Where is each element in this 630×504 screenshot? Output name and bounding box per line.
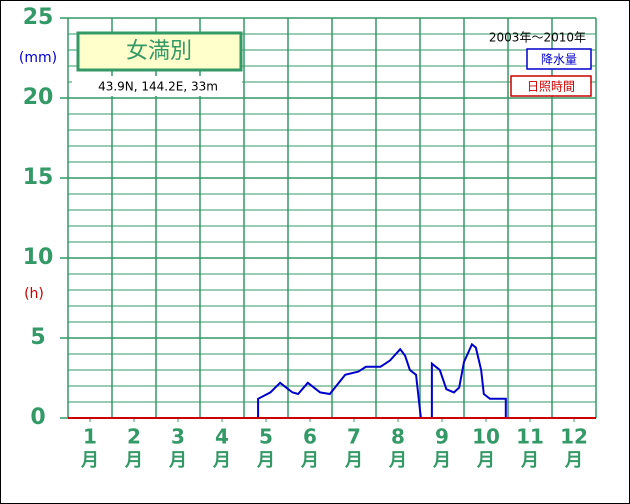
y-unit-right: (h)	[24, 286, 44, 302]
y-tick-label: 20	[23, 85, 54, 110]
y-tick-label: 0	[30, 405, 45, 430]
period: 2003年～2010年	[489, 31, 586, 45]
x-tick-label: 8	[391, 425, 405, 449]
series-line	[257, 342, 507, 419]
x-tick-label: 12	[560, 425, 588, 449]
subtitle: 43.9N, 144.2E, 33m	[98, 80, 218, 94]
x-unit-label: 月	[124, 450, 143, 471]
x-tick-label: 4	[215, 425, 229, 449]
legend-label: 降水量	[541, 53, 577, 67]
x-tick-label: 3	[171, 425, 185, 449]
legend-box	[510, 75, 592, 97]
x-tick-label: 7	[347, 425, 361, 449]
x-unit-label: 月	[80, 450, 99, 471]
x-tick-label: 11	[516, 425, 544, 449]
x-unit-label: 月	[520, 450, 539, 471]
x-unit-label: 月	[344, 450, 363, 471]
x-tick-label: 1	[83, 425, 97, 449]
x-tick-label: 2	[127, 425, 141, 449]
x-tick-label: 6	[303, 425, 317, 449]
y-tick-label: 15	[23, 165, 54, 190]
x-unit-label: 月	[564, 450, 583, 471]
y-tick-label: 5	[30, 325, 45, 350]
subtitle-box	[72, 76, 242, 96]
x-unit-label: 月	[168, 450, 187, 471]
x-tick-label: 5	[259, 425, 273, 449]
x-unit-label: 月	[476, 450, 495, 471]
x-unit-label: 月	[300, 450, 319, 471]
x-tick-label: 10	[472, 425, 500, 449]
title-box	[76, 31, 243, 72]
x-unit-label: 月	[432, 450, 451, 471]
legend-box	[526, 48, 592, 70]
chart-title: 女満別	[126, 39, 192, 64]
y-unit-left: (mm)	[19, 50, 57, 66]
x-unit-label: 月	[256, 450, 275, 471]
y-tick-label: 10	[23, 245, 54, 270]
y-tick-label: 25	[23, 5, 54, 30]
x-tick-label: 9	[435, 425, 449, 449]
legend-label: 日照時間	[527, 80, 575, 94]
x-unit-label: 月	[388, 450, 407, 471]
x-unit-label: 月	[212, 450, 231, 471]
